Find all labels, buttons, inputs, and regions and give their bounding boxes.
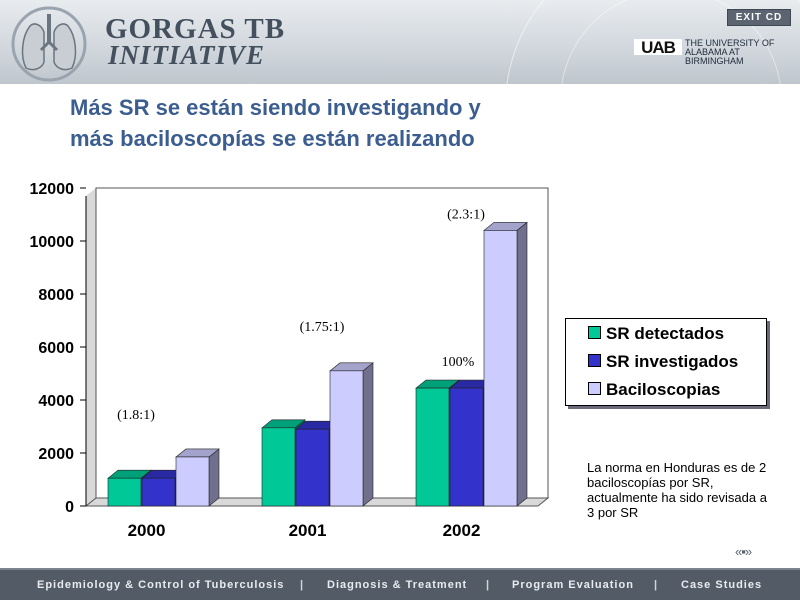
uab-name: THE UNIVERSITY OF ALABAMA AT BIRMINGHAM — [685, 39, 800, 66]
footer-link-program-evaluation[interactable]: Program Evaluation — [512, 579, 634, 591]
legend-item-sr-investigados: SR investigados — [588, 351, 738, 373]
slide-title-line1: Más SR se están siendo investigando y — [70, 95, 481, 120]
slide-nav-arrows[interactable]: «▪» — [735, 544, 752, 559]
ratio-annotation: (1.8:1) — [117, 408, 155, 423]
legend-swatch-baciloscopias — [588, 382, 601, 395]
footer-separator: | — [300, 579, 305, 591]
footer-link-epidemiology[interactable]: Epidemiology & Control of Tuberculosis — [37, 579, 285, 591]
plot-side-wall — [86, 188, 96, 506]
x-category-label: 2001 — [289, 521, 327, 540]
ratio-annotation: (2.3:1) — [447, 207, 485, 222]
exit-cd-button[interactable]: EXIT CD — [727, 9, 791, 26]
y-tick-label: 0 — [65, 499, 74, 516]
bar-side — [362, 362, 374, 507]
y-tick-label: 12000 — [30, 181, 75, 198]
footer-nav: Epidemiology & Control of Tuberculosis |… — [0, 568, 800, 600]
bar — [295, 428, 330, 507]
legend-label: SR investigados — [606, 352, 739, 371]
y-tick-label: 10000 — [30, 234, 75, 251]
ratio-annotation: 100% — [442, 355, 475, 370]
footer-link-case-studies[interactable]: Case Studies — [681, 579, 763, 591]
honduras-note: La norma en Honduras es de 2 baciloscopí… — [587, 460, 767, 520]
uab-name-line1: THE UNIVERSITY OF — [685, 38, 775, 48]
x-category-label: 2000 — [128, 521, 166, 540]
slide-title: Más SR se están siendo investigando y má… — [70, 92, 670, 154]
chart-legend: SR detectados SR investigados Baciloscop… — [565, 318, 767, 406]
header-banner: GORGAS TB INITIATIVE EXIT CD UAB THE UNI… — [0, 0, 800, 84]
x-category-label: 2002 — [443, 521, 481, 540]
initiative-title-line1: GORGAS TB — [105, 13, 286, 45]
footer-separator: | — [654, 579, 659, 591]
bar — [107, 477, 142, 507]
y-tick-label: 6000 — [38, 340, 74, 357]
y-tick-label: 4000 — [38, 393, 74, 410]
bar — [141, 477, 176, 507]
ratio-annotation: (1.75:1) — [300, 320, 345, 335]
footer-separator: | — [486, 579, 491, 591]
uab-logo-icon: UAB — [634, 39, 682, 55]
bar-chart: 0 2000 4000 6000 8000 10000 12000 2000 2001 2002 (… — [30, 181, 550, 540]
legend-label: SR detectados — [606, 324, 725, 343]
footer-link-diagnosis[interactable]: Diagnosis & Treatment — [327, 579, 468, 591]
bar — [261, 427, 296, 507]
legend-swatch-sr-detectados — [588, 326, 601, 339]
initiative-title-line2: INITIATIVE — [108, 40, 266, 70]
bar — [415, 387, 450, 507]
legend-label: Baciloscopias — [606, 380, 721, 399]
bar — [175, 456, 210, 507]
legend-item-baciloscopias: Baciloscopias — [588, 379, 720, 401]
bar — [449, 387, 484, 507]
uab-name-line2: ALABAMA AT BIRMINGHAM — [685, 47, 744, 66]
legend-swatch-sr-investigados — [588, 354, 601, 367]
legend-item-sr-detectados: SR detectados — [588, 323, 724, 345]
y-tick-label: 2000 — [38, 446, 74, 463]
bar-side — [208, 448, 220, 507]
bar-side — [516, 221, 528, 507]
lungs-logo-icon — [11, 6, 87, 82]
bar — [329, 370, 364, 507]
slide-title-line2: más baciloscopías se están realizando — [70, 126, 475, 151]
svg-text:UAB: UAB — [641, 39, 676, 55]
y-tick-label: 8000 — [38, 287, 74, 304]
bar — [483, 230, 518, 507]
